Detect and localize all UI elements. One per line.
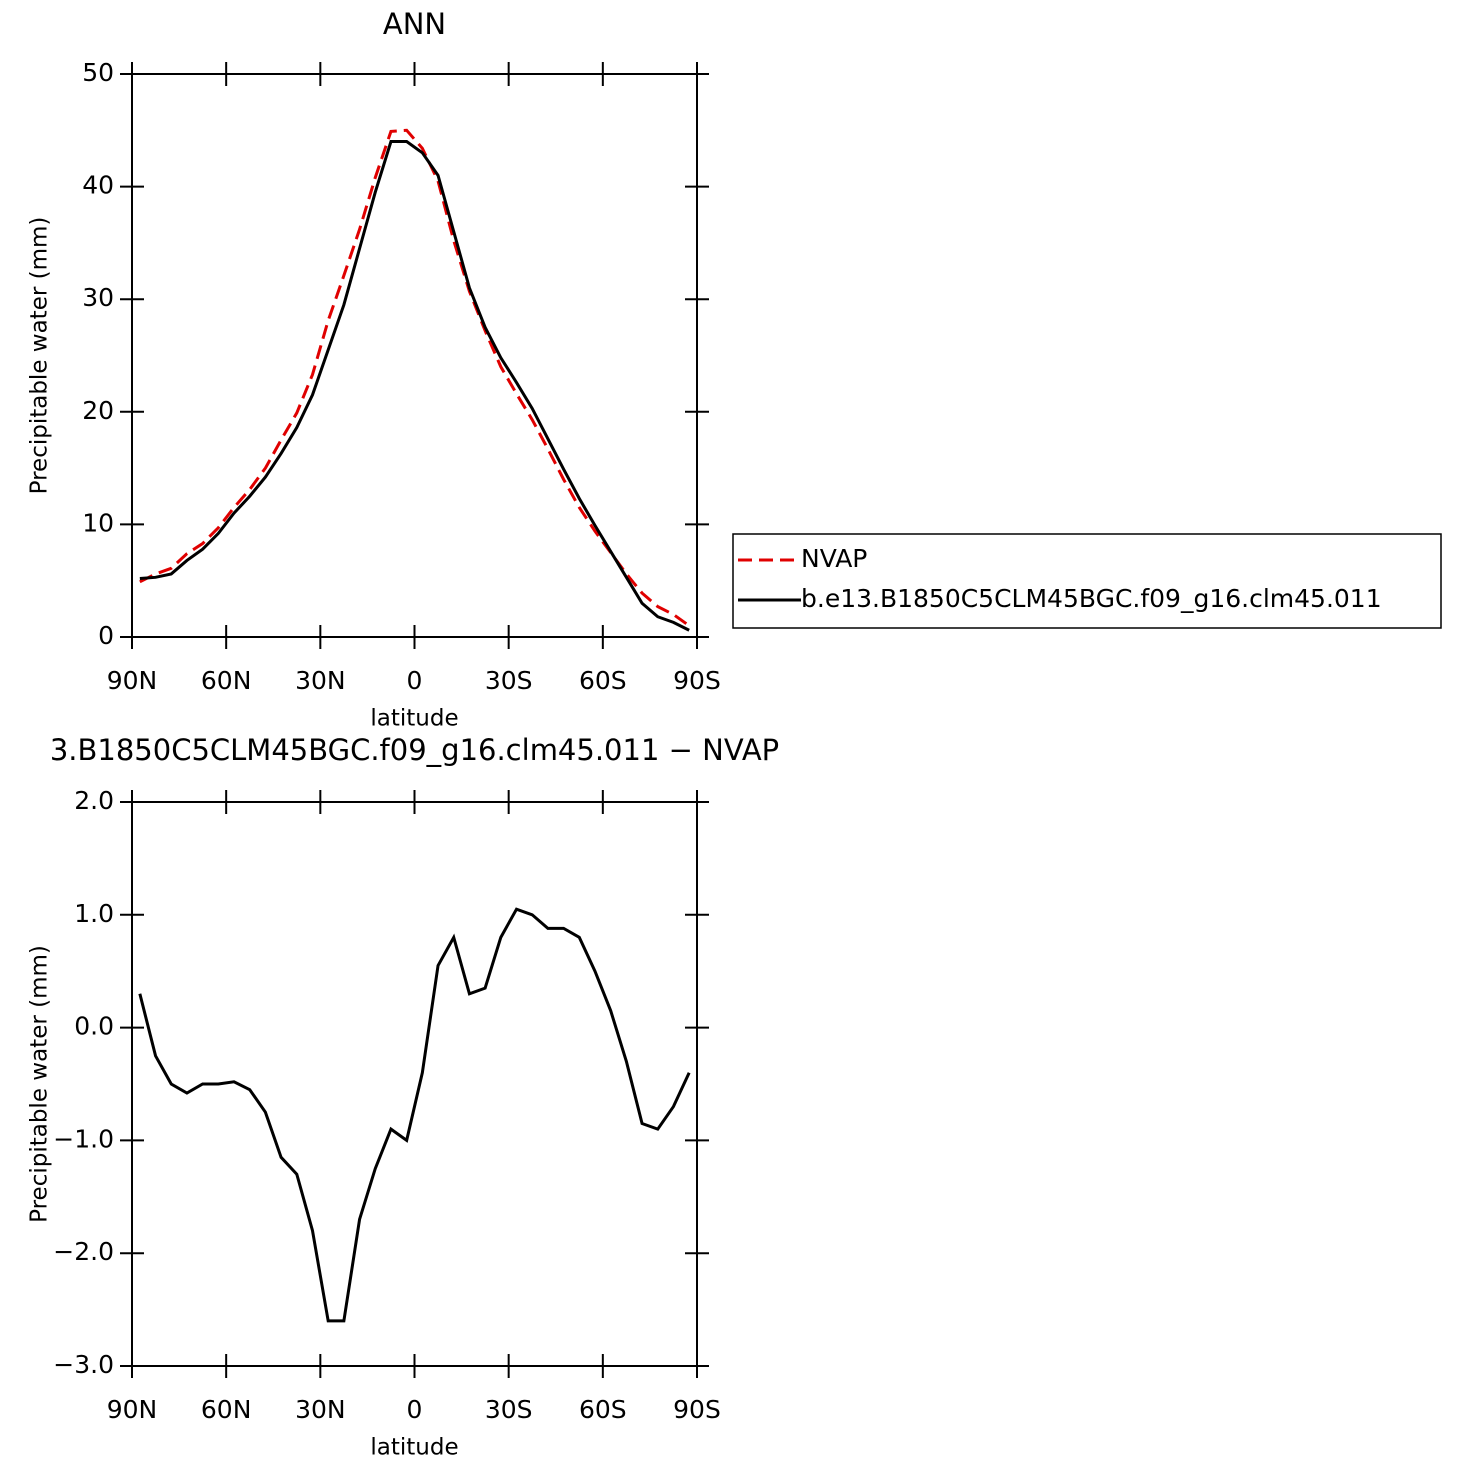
x-tick-label: 0: [407, 1395, 423, 1424]
legend-label: NVAP: [801, 544, 867, 573]
y-tick-label: 1.0: [74, 899, 114, 928]
y-tick-label: −1.0: [53, 1124, 114, 1153]
x-tick-label: 60S: [579, 666, 627, 695]
x-tick-label: 90S: [673, 666, 721, 695]
chart-title: ANN: [383, 7, 446, 41]
x-axis-label: latitude: [370, 1435, 458, 1461]
x-tick-label: 90S: [673, 1395, 721, 1424]
y-tick-label: −3.0: [53, 1350, 114, 1379]
x-tick-label: 30S: [485, 666, 533, 695]
y-tick-label: 0.0: [74, 1012, 114, 1041]
x-tick-label: 30N: [295, 1395, 346, 1424]
legend-label: b.e13.B1850C5CLM45BGC.f09_g16.clm45.011: [801, 584, 1382, 613]
chart-title: 3.B1850C5CLM45BGC.f09_g16.clm45.011 − NV…: [50, 733, 779, 767]
x-tick-label: 30S: [485, 1395, 533, 1424]
x-tick-label: 60N: [201, 1395, 252, 1424]
x-tick-label: 60S: [579, 1395, 627, 1424]
legend-box: [732, 533, 1442, 629]
x-tick-label: 30N: [295, 666, 346, 695]
y-tick-label: 50: [82, 58, 114, 87]
y-tick-label: 40: [82, 171, 114, 200]
y-axis-label: Precipitable water (mm): [27, 945, 53, 1223]
x-tick-label: 90N: [107, 666, 158, 695]
x-axis-label: latitude: [370, 706, 458, 732]
data-line: [138, 907, 691, 1323]
y-tick-label: 20: [82, 396, 114, 425]
x-tick-label: 0: [407, 666, 423, 695]
y-tick-label: 0: [98, 621, 114, 650]
y-axis-label: Precipitable water (mm): [27, 217, 53, 495]
x-tick-label: 90N: [107, 1395, 158, 1424]
y-tick-label: 10: [82, 508, 114, 537]
y-tick-label: −2.0: [53, 1237, 114, 1266]
x-tick-label: 60N: [201, 666, 252, 695]
y-tick-label: 30: [82, 283, 114, 312]
y-tick-label: 2.0: [74, 786, 114, 815]
data-line: [139, 140, 690, 632]
data-line: [139, 128, 691, 627]
